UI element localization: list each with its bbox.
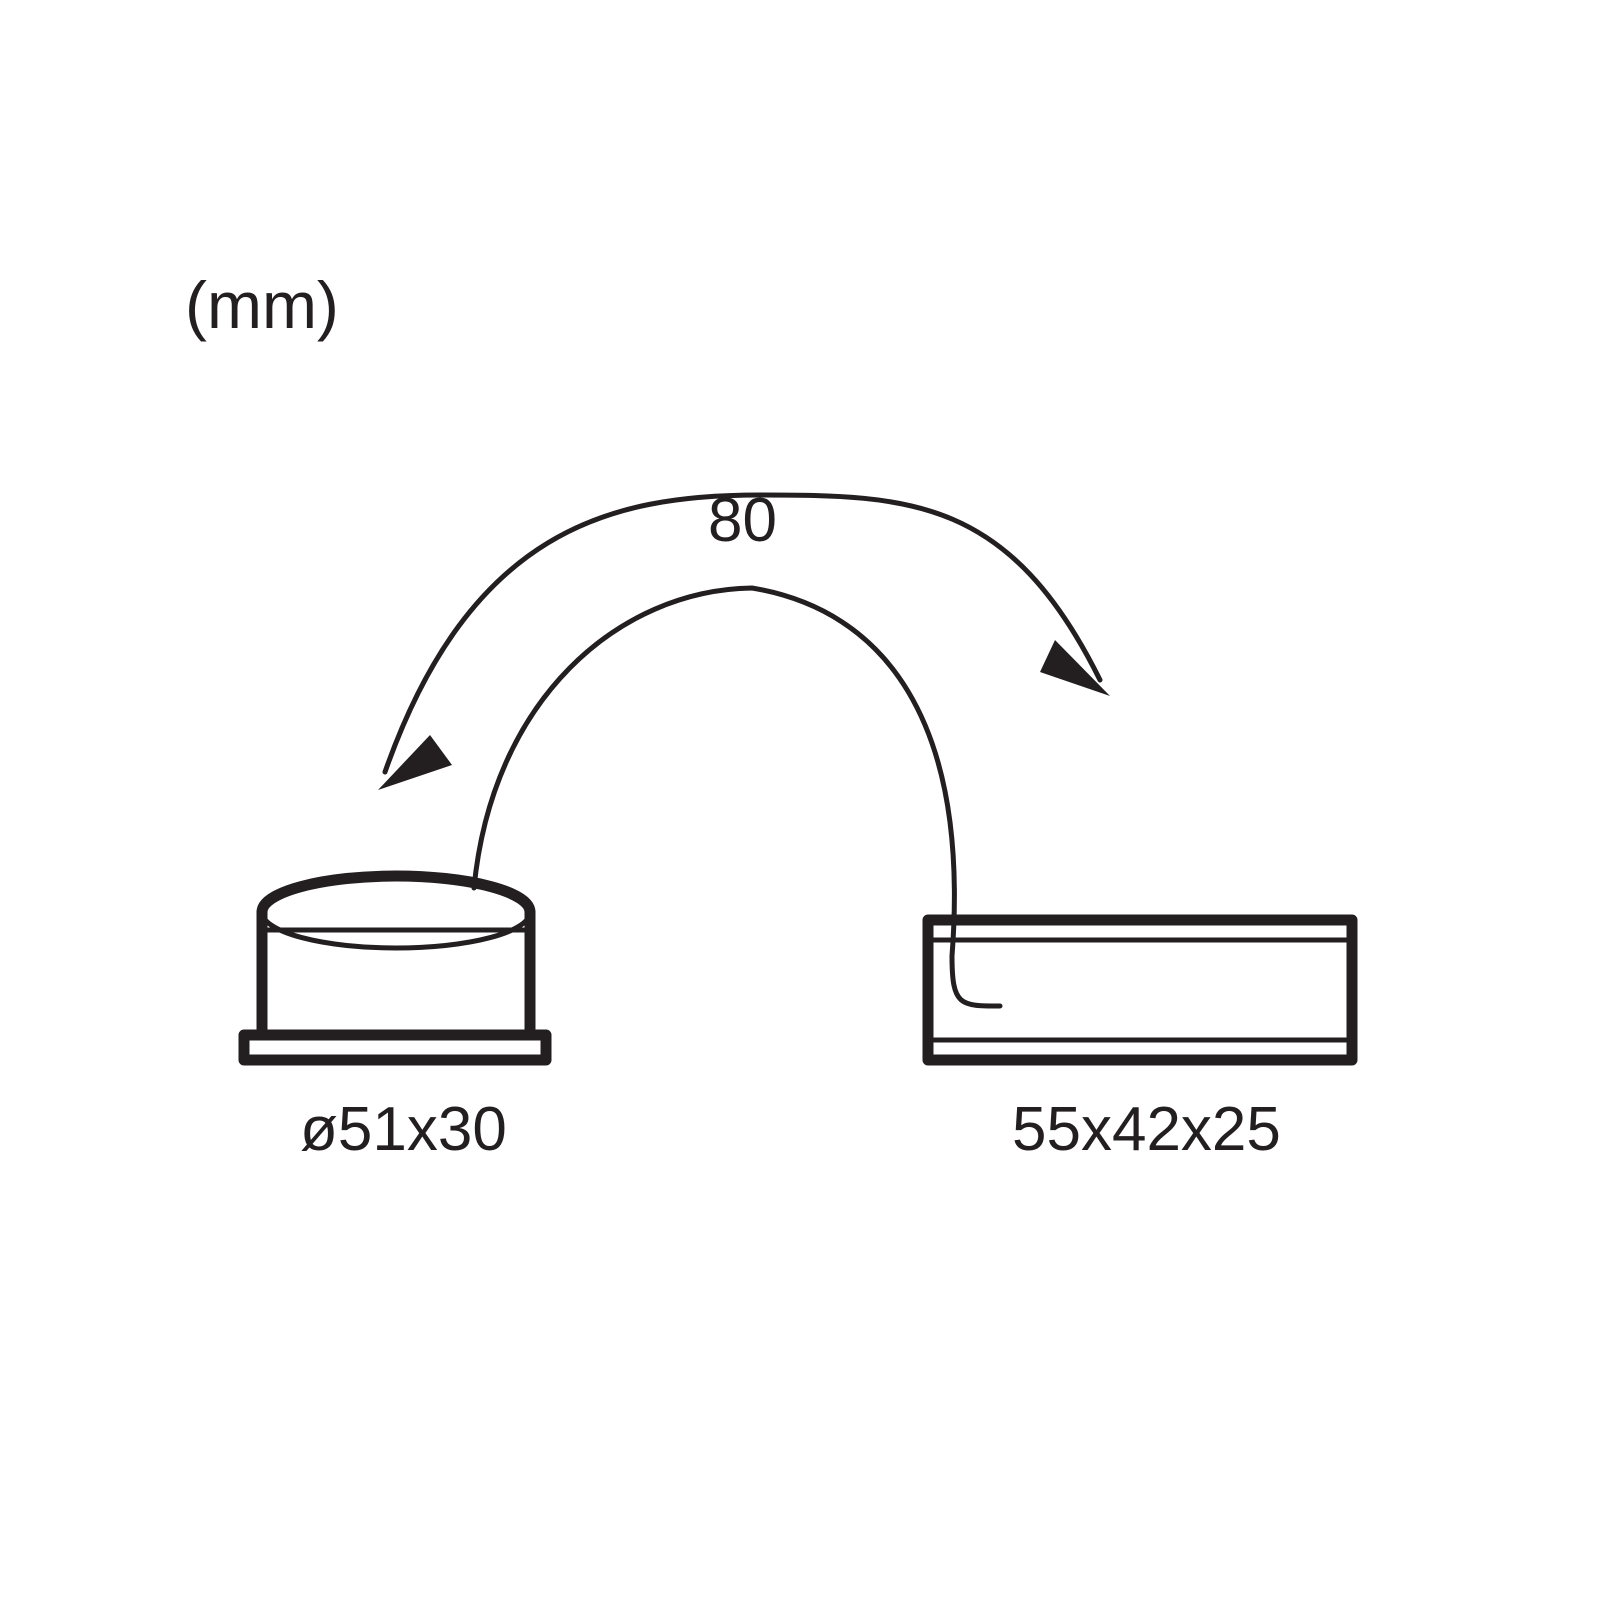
box-dimensions-label: 55x42x25 [1012,1095,1281,1164]
coin-dimensions-label: ø51x30 [300,1095,507,1164]
cable-length-label: 80 [708,486,777,555]
unit-label: (mm) [185,268,339,342]
background [0,0,1600,1600]
